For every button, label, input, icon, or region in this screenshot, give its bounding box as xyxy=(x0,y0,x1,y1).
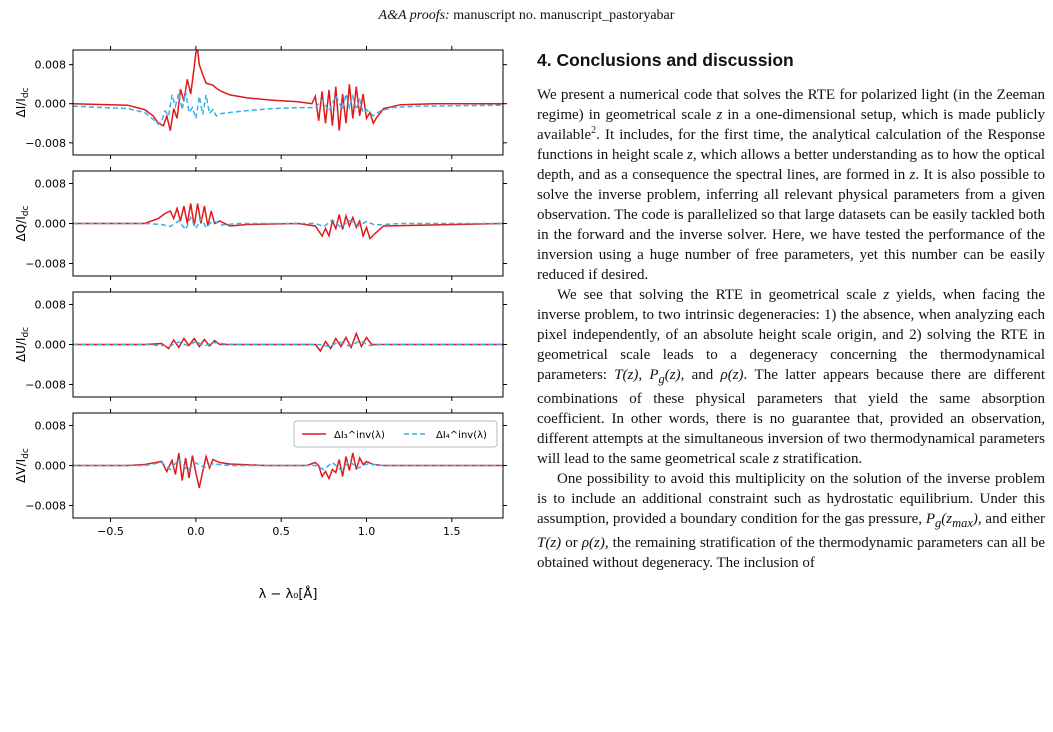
x-tick-label: −0.5 xyxy=(97,525,124,538)
y-tick-label: 0.000 xyxy=(35,98,67,111)
y-tick-label: 0.008 xyxy=(35,420,67,433)
x-tick-label: 1.5 xyxy=(443,525,461,538)
series-line-4 xyxy=(73,215,503,231)
y-axis-label: ΔU/Idc xyxy=(14,327,31,362)
y-tick-label: −0.008 xyxy=(25,500,66,513)
legend: ΔI₃^inv(λ) ΔI₄^inv(λ) xyxy=(293,420,498,448)
y-tick-label: 0.000 xyxy=(35,460,67,473)
axes-frame xyxy=(72,49,504,156)
panel-3: −0.008 0.000 0.008 ΔU/Idc xyxy=(14,288,507,401)
y-axis-label: ΔQ/Idc xyxy=(14,205,31,241)
y-tick-label: −0.008 xyxy=(25,258,66,271)
panel-4: −0.008 0.000 0.008 −0.5 0.0 0.5 1.0 1.5 ΔV/Idc xyxy=(14,409,507,538)
manuscript-id: manuscript no. manuscript_pastoryabar xyxy=(453,8,675,23)
series-line-4 xyxy=(73,340,503,348)
y-tick-label: 0.000 xyxy=(35,339,67,352)
series-line-3 xyxy=(73,50,503,131)
y-axis-label: ΔV/Idc xyxy=(14,448,31,483)
paragraph-3: One possibility to avoid this multiplici… xyxy=(537,471,1046,571)
x-axis-label: λ − λ₀[Å] xyxy=(259,586,318,602)
y-tick-label: −0.008 xyxy=(25,379,66,392)
legend-label-3: ΔI₃^inv(λ) xyxy=(334,430,385,441)
y-tick-label: 0.008 xyxy=(35,59,67,72)
series-line-3 xyxy=(73,331,503,353)
legend-box xyxy=(293,420,498,448)
x-tick-label: 0.5 xyxy=(272,525,290,538)
series-line-4 xyxy=(73,458,503,472)
x-tick-label: 1.0 xyxy=(358,525,376,538)
panel-2: −0.008 0.000 0.008 ΔQ/Idc xyxy=(14,167,507,280)
x-tick-label: 0.0 xyxy=(187,525,205,538)
panel-1: −0.008 0.000 0.008 ΔI/Idc xyxy=(14,46,507,159)
section-title: 4. Conclusions and discussion xyxy=(537,50,794,70)
footnote-marker: 2 xyxy=(591,125,597,136)
series-line-4 xyxy=(73,91,503,126)
y-tick-label: 0.008 xyxy=(35,299,67,312)
journal-name: A&A proofs: xyxy=(378,8,450,23)
paragraph-2: We see that solving the RTE in geometric… xyxy=(537,287,1046,467)
paragraph-1: We present a numerical code that solves … xyxy=(537,87,1046,283)
series-line-3 xyxy=(73,203,503,240)
y-tick-label: 0.000 xyxy=(35,218,67,231)
y-axis-label: ΔI/Idc xyxy=(14,87,31,117)
series-line-3 xyxy=(73,452,503,489)
conclusions-section: 4. Conclusions and discussion We present… xyxy=(537,50,1045,573)
stokes-residuals-figure: −0.008 0.000 0.008 ΔI/Idc −0.008 0.000 0.008 ΔQ… xyxy=(14,46,507,602)
legend-label-4: ΔI₄^inv(λ) xyxy=(436,430,487,441)
y-tick-label: 0.008 xyxy=(35,178,67,191)
y-tick-label: −0.008 xyxy=(25,137,66,150)
running-head: A&A proofs: manuscript no. manuscript_pa… xyxy=(0,8,1053,24)
